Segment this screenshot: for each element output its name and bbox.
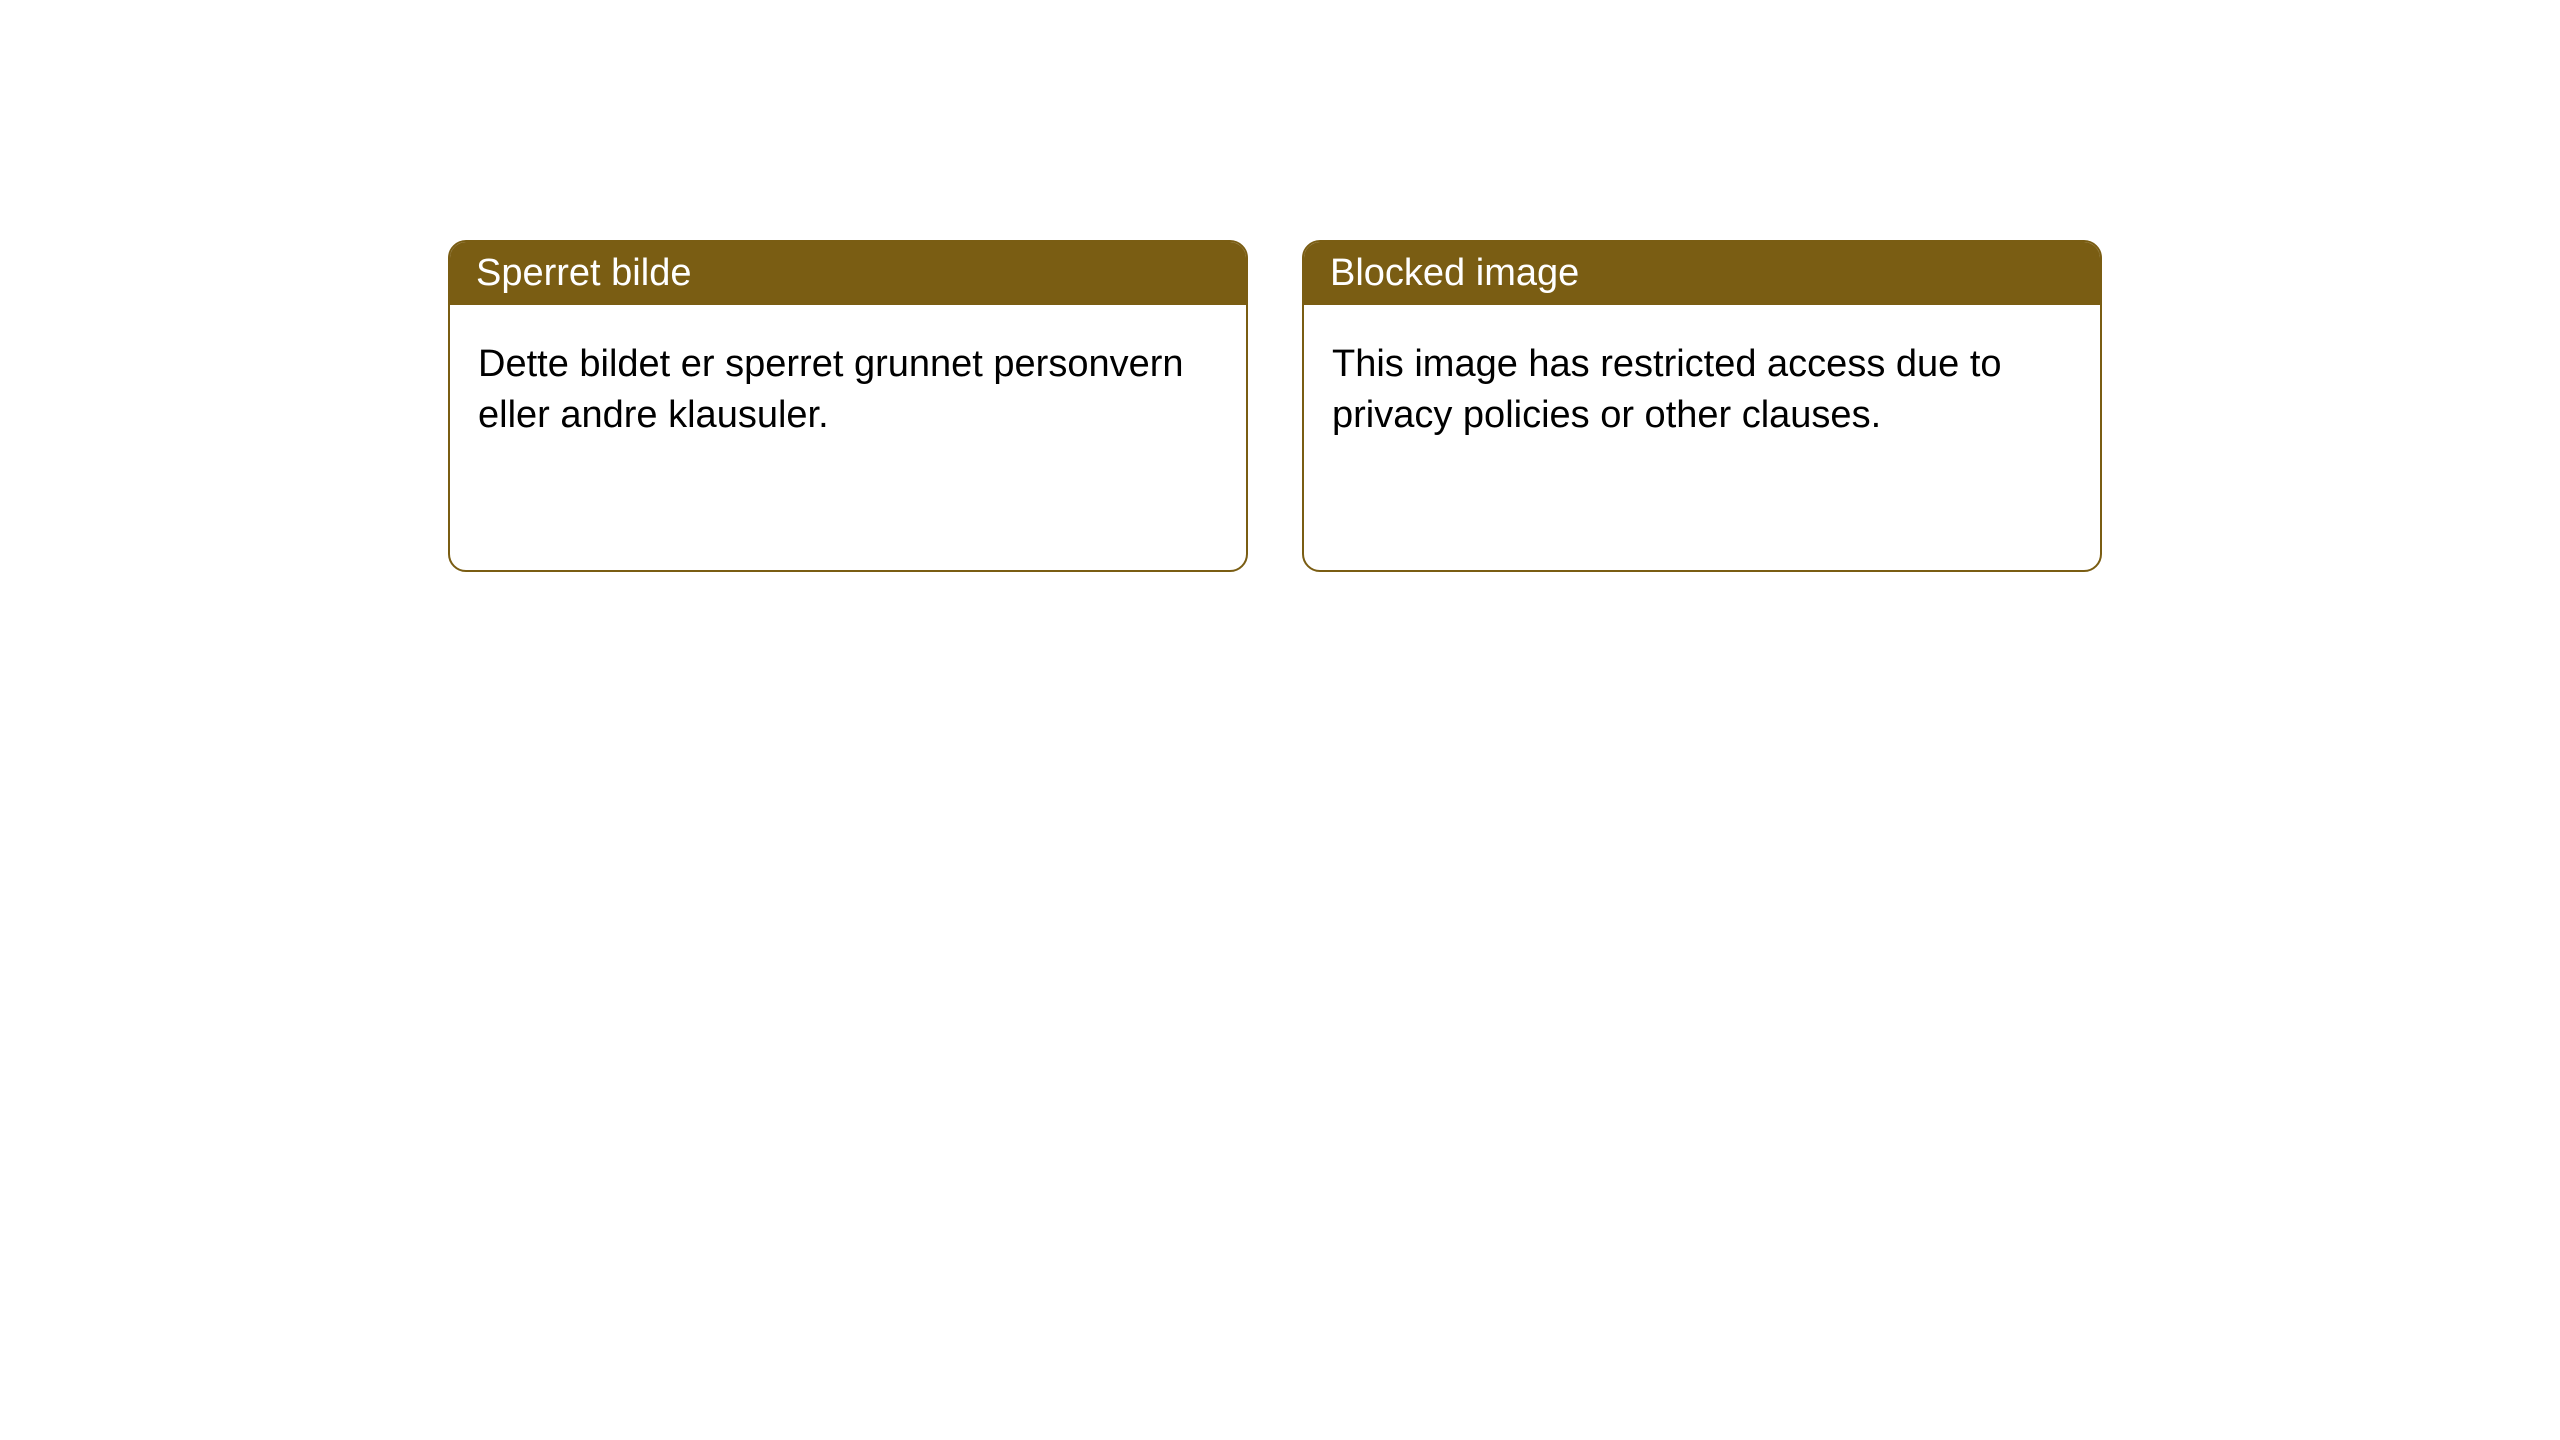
- notice-card-container: Sperret bilde Dette bildet er sperret gr…: [0, 0, 2560, 572]
- card-title: Sperret bilde: [450, 242, 1246, 305]
- card-body-text: This image has restricted access due to …: [1304, 305, 2100, 476]
- card-body-text: Dette bildet er sperret grunnet personve…: [450, 305, 1246, 476]
- notice-card-norwegian: Sperret bilde Dette bildet er sperret gr…: [448, 240, 1248, 572]
- card-title: Blocked image: [1304, 242, 2100, 305]
- notice-card-english: Blocked image This image has restricted …: [1302, 240, 2102, 572]
